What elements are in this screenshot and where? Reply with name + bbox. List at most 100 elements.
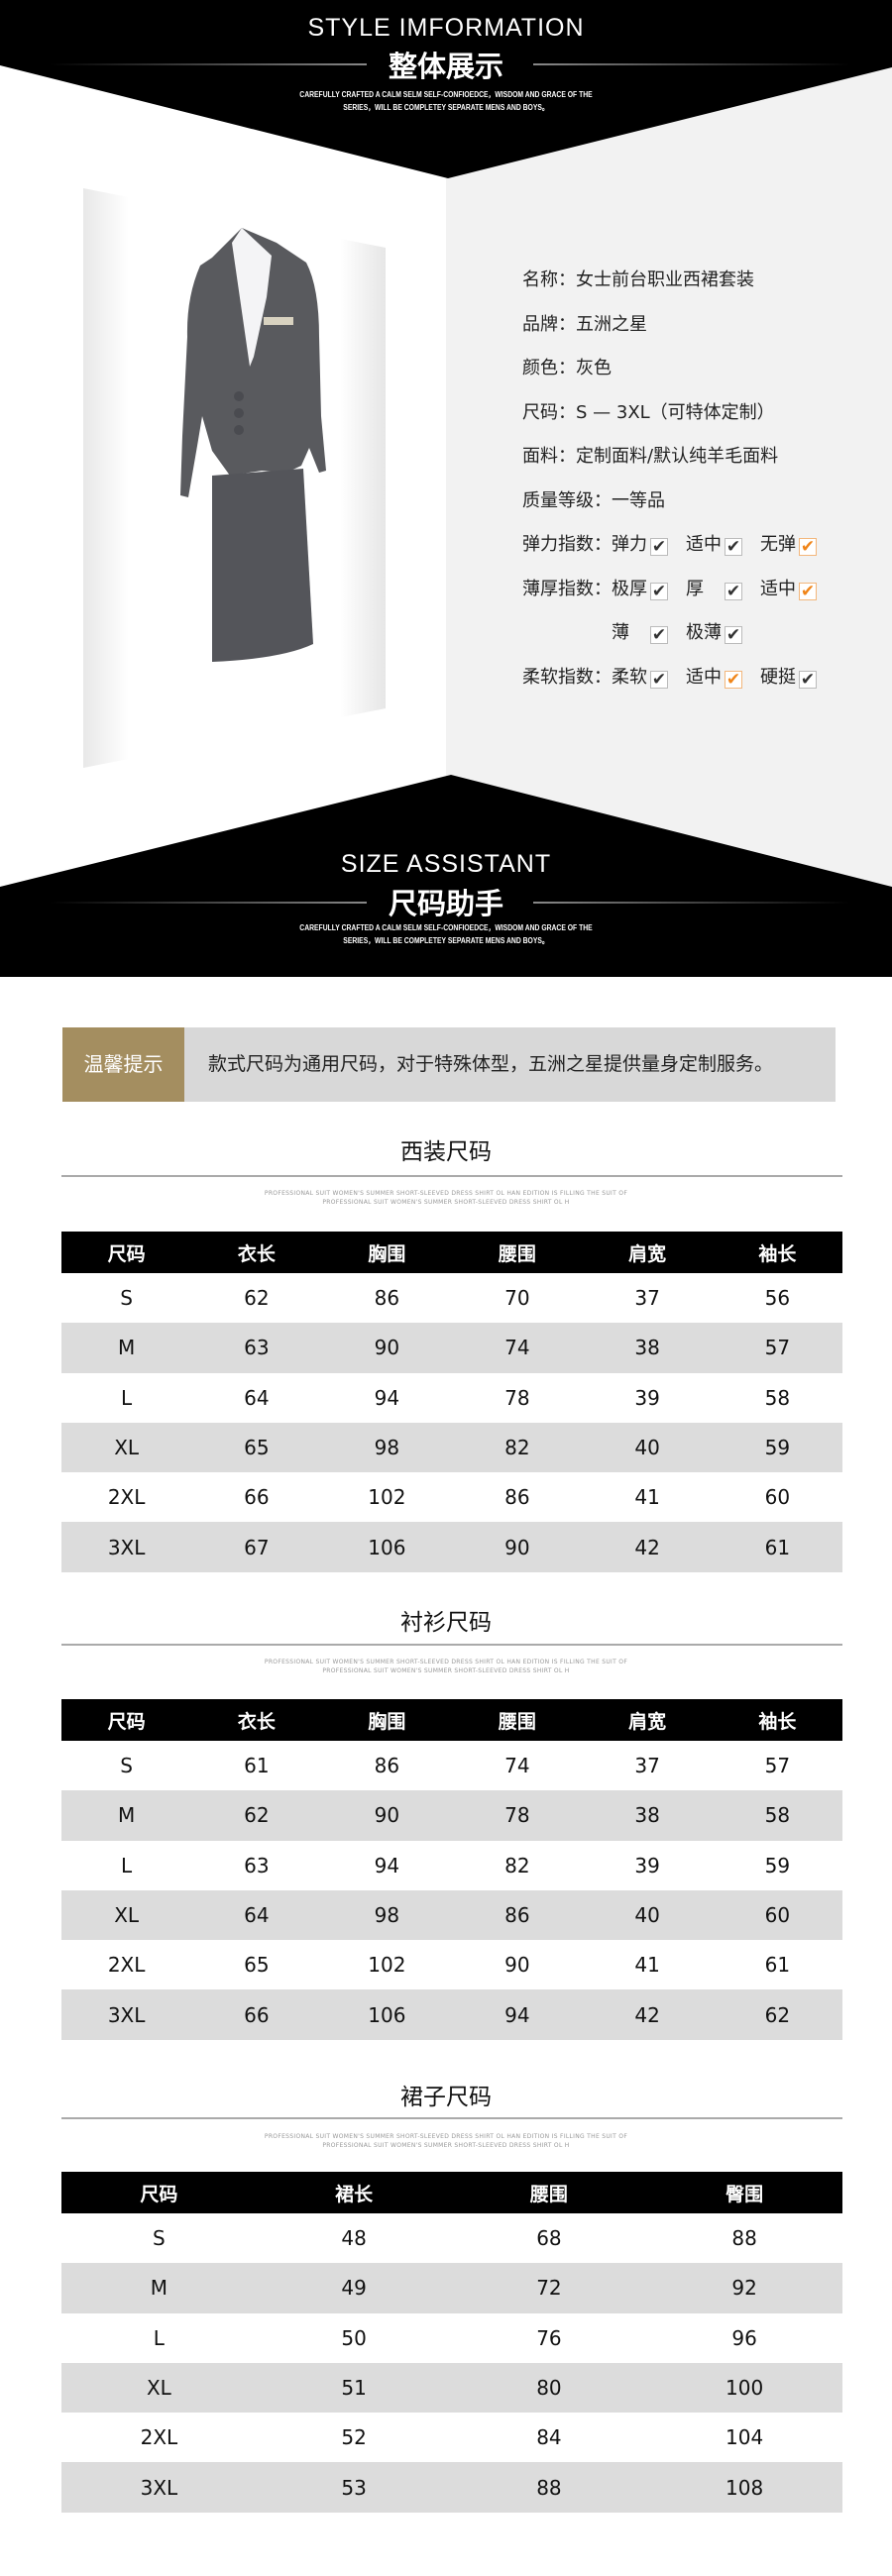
table-cell: 60 bbox=[764, 1485, 791, 1510]
column-header: 肩宽 bbox=[582, 1699, 713, 1741]
table-cell: M bbox=[61, 1790, 192, 1841]
table-cell: 52 bbox=[341, 2425, 367, 2450]
divider bbox=[50, 902, 367, 904]
tip-label: 温馨提示 bbox=[62, 1027, 184, 1102]
table-cell: 49 bbox=[256, 2263, 452, 2313]
table-cell: 58 bbox=[712, 1790, 842, 1841]
table-cell: 51 bbox=[256, 2362, 452, 2414]
column-header: 裙长 bbox=[256, 2172, 452, 2213]
product-info: 名称：女士前台职业西裙套装 品牌：五洲之星 颜色：灰色 尺码：S — 3XL（可… bbox=[522, 266, 835, 706]
table-cell: 53 bbox=[256, 2462, 452, 2513]
table-cell: 104 bbox=[725, 2425, 764, 2450]
table-cell: 38 bbox=[582, 1323, 713, 1373]
option-thickness: 厚 ✔ bbox=[686, 578, 742, 601]
column-header: 臀围 bbox=[646, 2172, 842, 2213]
check-icon: ✔ bbox=[650, 581, 668, 601]
table-row: L 63 94 82 39 59 bbox=[61, 1841, 842, 1890]
table-cell: 39 bbox=[634, 1385, 660, 1410]
table-title: 裙子尺码 bbox=[400, 2085, 492, 2110]
elasticity-index: 弹力指数：弹力 ✔ 适中 ✔ 无弹 ✔ bbox=[522, 530, 835, 575]
table-cell: 57 bbox=[712, 1323, 842, 1373]
checked-icon: ✔ bbox=[799, 537, 817, 557]
table-cell: 86 bbox=[504, 1485, 530, 1510]
table-cell: 94 bbox=[374, 1385, 400, 1410]
table-cell: 102 bbox=[368, 1485, 406, 1510]
table-cell: 64 bbox=[244, 1385, 270, 1410]
check-icon: ✔ bbox=[725, 581, 742, 601]
table-subtitle: PROFESSIONAL SUIT WOMEN'S SUMMER SHORT-S… bbox=[264, 2133, 628, 2149]
table-cell: 63 bbox=[244, 1853, 270, 1878]
divider bbox=[61, 1175, 842, 1177]
table-cell: 42 bbox=[582, 1989, 713, 2040]
divider bbox=[533, 63, 850, 65]
size-title-cn: 尺码助手 bbox=[388, 887, 503, 920]
table-cell: 3XL bbox=[61, 2462, 257, 2513]
check-icon: ✔ bbox=[725, 537, 742, 557]
table-cell: 82 bbox=[504, 1853, 530, 1878]
table-cell: 42 bbox=[582, 1522, 713, 1572]
checked-icon: ✔ bbox=[799, 581, 817, 601]
table-cell: L bbox=[121, 1853, 133, 1878]
table-cell: 59 bbox=[764, 1853, 791, 1878]
table-cell: L bbox=[121, 1385, 133, 1410]
table-row: 3XL 66 106 94 42 62 bbox=[61, 1989, 842, 2040]
option-elasticity: 无弹 ✔ bbox=[760, 534, 817, 557]
table-title: 西装尺码 bbox=[400, 1139, 492, 1165]
option-elasticity: 弹力 ✔ bbox=[612, 534, 668, 557]
checked-icon: ✔ bbox=[725, 669, 742, 690]
column-header: 肩宽 bbox=[582, 1232, 713, 1273]
option-softness: 适中 ✔ bbox=[686, 666, 742, 690]
table-cell: 65 bbox=[191, 1422, 322, 1473]
header-backgrounds bbox=[0, 0, 892, 977]
table-cell: XL bbox=[61, 2362, 257, 2414]
product-size: 尺码：S — 3XL（可特体定制） bbox=[522, 401, 775, 423]
option-thickness: 适中 ✔ bbox=[760, 578, 817, 601]
thickness-index-cont: 薄 ✔ 极薄 ✔ bbox=[522, 618, 835, 663]
column-header: 腰围 bbox=[452, 1232, 583, 1273]
check-icon: ✔ bbox=[650, 625, 668, 645]
table-cell: 106 bbox=[321, 1522, 453, 1572]
product-color: 颜色：灰色 bbox=[522, 358, 612, 378]
divider bbox=[61, 2117, 842, 2119]
table-header: 尺码 衣长 胸围 腰围 肩宽 袖长 bbox=[61, 1232, 842, 1273]
table-cell: 62 bbox=[191, 1790, 322, 1841]
product-name: 名称：女士前台职业西裙套装 bbox=[522, 269, 754, 290]
column-header: 袖长 bbox=[712, 1232, 842, 1273]
table-cell: 63 bbox=[191, 1323, 322, 1373]
table-cell: 74 bbox=[452, 1323, 583, 1373]
table-cell: 50 bbox=[341, 2325, 367, 2350]
table-cell: 90 bbox=[504, 1953, 530, 1978]
table-cell: 37 bbox=[634, 1286, 660, 1311]
table-cell: 40 bbox=[582, 1422, 713, 1473]
table-row: 2XL 52 84 104 bbox=[61, 2413, 842, 2462]
table-cell: 88 bbox=[731, 2226, 757, 2251]
check-icon: ✔ bbox=[799, 669, 817, 690]
column-header: 衣长 bbox=[191, 1232, 322, 1273]
table-cell: 78 bbox=[452, 1790, 583, 1841]
table-row: L 64 94 78 39 58 bbox=[61, 1373, 842, 1423]
table-cell: L bbox=[153, 2325, 165, 2350]
table-row: M 62 90 78 38 58 bbox=[61, 1790, 842, 1841]
divider bbox=[533, 902, 850, 904]
table-cell: 2XL bbox=[107, 1485, 146, 1510]
softness-index: 柔软指数：柔软 ✔ 适中 ✔ 硬挺 ✔ bbox=[522, 663, 835, 707]
table-cell: 90 bbox=[321, 1790, 453, 1841]
table-title: 衬衫尺码 bbox=[400, 1610, 492, 1636]
table-cell: S bbox=[120, 1754, 133, 1778]
table-cell: 90 bbox=[321, 1323, 453, 1373]
table-cell: 92 bbox=[646, 2263, 842, 2313]
table-cell: 61 bbox=[712, 1522, 842, 1572]
table-cell: 48 bbox=[341, 2226, 367, 2251]
table-header: 尺码 裙长 腰围 臀围 bbox=[61, 2172, 842, 2213]
option-elasticity: 适中 ✔ bbox=[686, 534, 742, 557]
table-cell: 58 bbox=[764, 1385, 791, 1410]
table-cell: M bbox=[61, 2263, 257, 2313]
table-row: M 63 90 74 38 57 bbox=[61, 1323, 842, 1373]
table-row: 3XL 67 106 90 42 61 bbox=[61, 1522, 842, 1572]
table-cell: 2XL bbox=[107, 1953, 146, 1978]
table-cell: 3XL bbox=[61, 1989, 192, 2040]
option-thickness: 极薄 ✔ bbox=[686, 622, 742, 645]
product-grade: 质量等级：一等品 bbox=[522, 489, 665, 511]
option-thickness: 极厚 ✔ bbox=[612, 578, 668, 601]
table-cell: 61 bbox=[764, 1953, 791, 1978]
